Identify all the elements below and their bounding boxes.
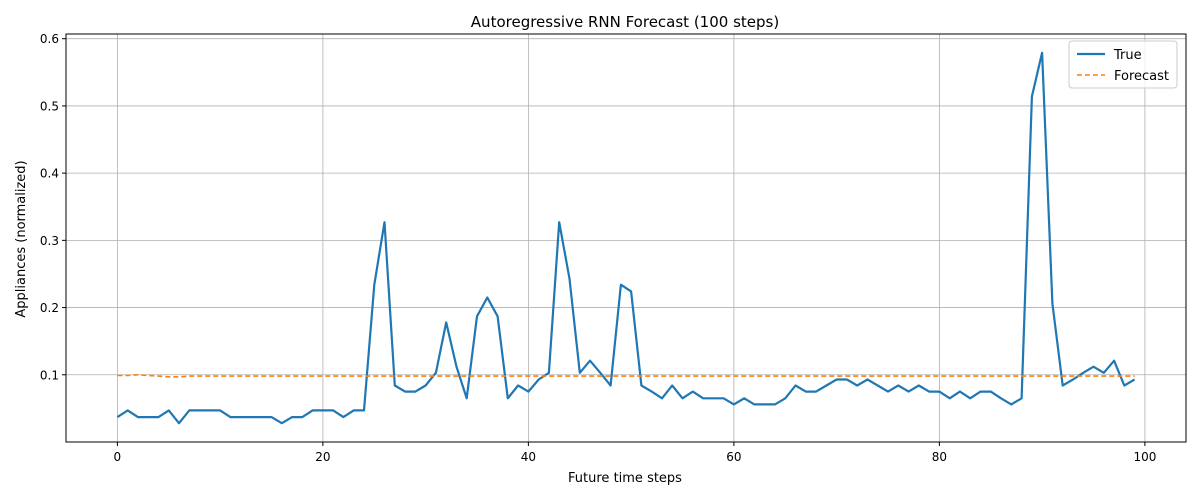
plot-frame	[65, 33, 1187, 443]
grid	[66, 34, 1186, 442]
y-tick-label: 0.1	[40, 368, 59, 382]
x-tick-label: 0	[114, 450, 122, 464]
x-tick-label: 20	[315, 450, 330, 464]
x-tick-label: 60	[726, 450, 741, 464]
series-line-true	[116, 51, 1136, 425]
y-tick-label: 0.6	[40, 32, 59, 46]
y-tick-label: 0.2	[40, 301, 59, 315]
ticks: 0 20 40 60 80 100 0.1 0.2 0.3 0.4 0.5 0.6	[40, 32, 1156, 464]
series-layer	[116, 51, 1136, 425]
legend-box	[1068, 40, 1178, 89]
y-tick-label: 0.4	[40, 167, 59, 181]
x-tick-label: 80	[932, 450, 947, 464]
y-tick-label: 0.3	[40, 234, 59, 248]
legend-label-true: True	[1113, 48, 1142, 63]
y-axis-label: Appliances (normalized)	[14, 160, 29, 317]
series-line-forecast	[117, 373, 1135, 378]
x-axis-label: Future time steps	[568, 471, 682, 486]
y-tick-label: 0.5	[40, 99, 59, 113]
x-tick-label: 100	[1133, 450, 1156, 464]
x-tick-label: 40	[521, 450, 536, 464]
chart-title: Autoregressive RNN Forecast (100 steps)	[471, 13, 779, 31]
legend: True Forecast	[1068, 40, 1178, 89]
legend-label-forecast: Forecast	[1114, 69, 1169, 84]
